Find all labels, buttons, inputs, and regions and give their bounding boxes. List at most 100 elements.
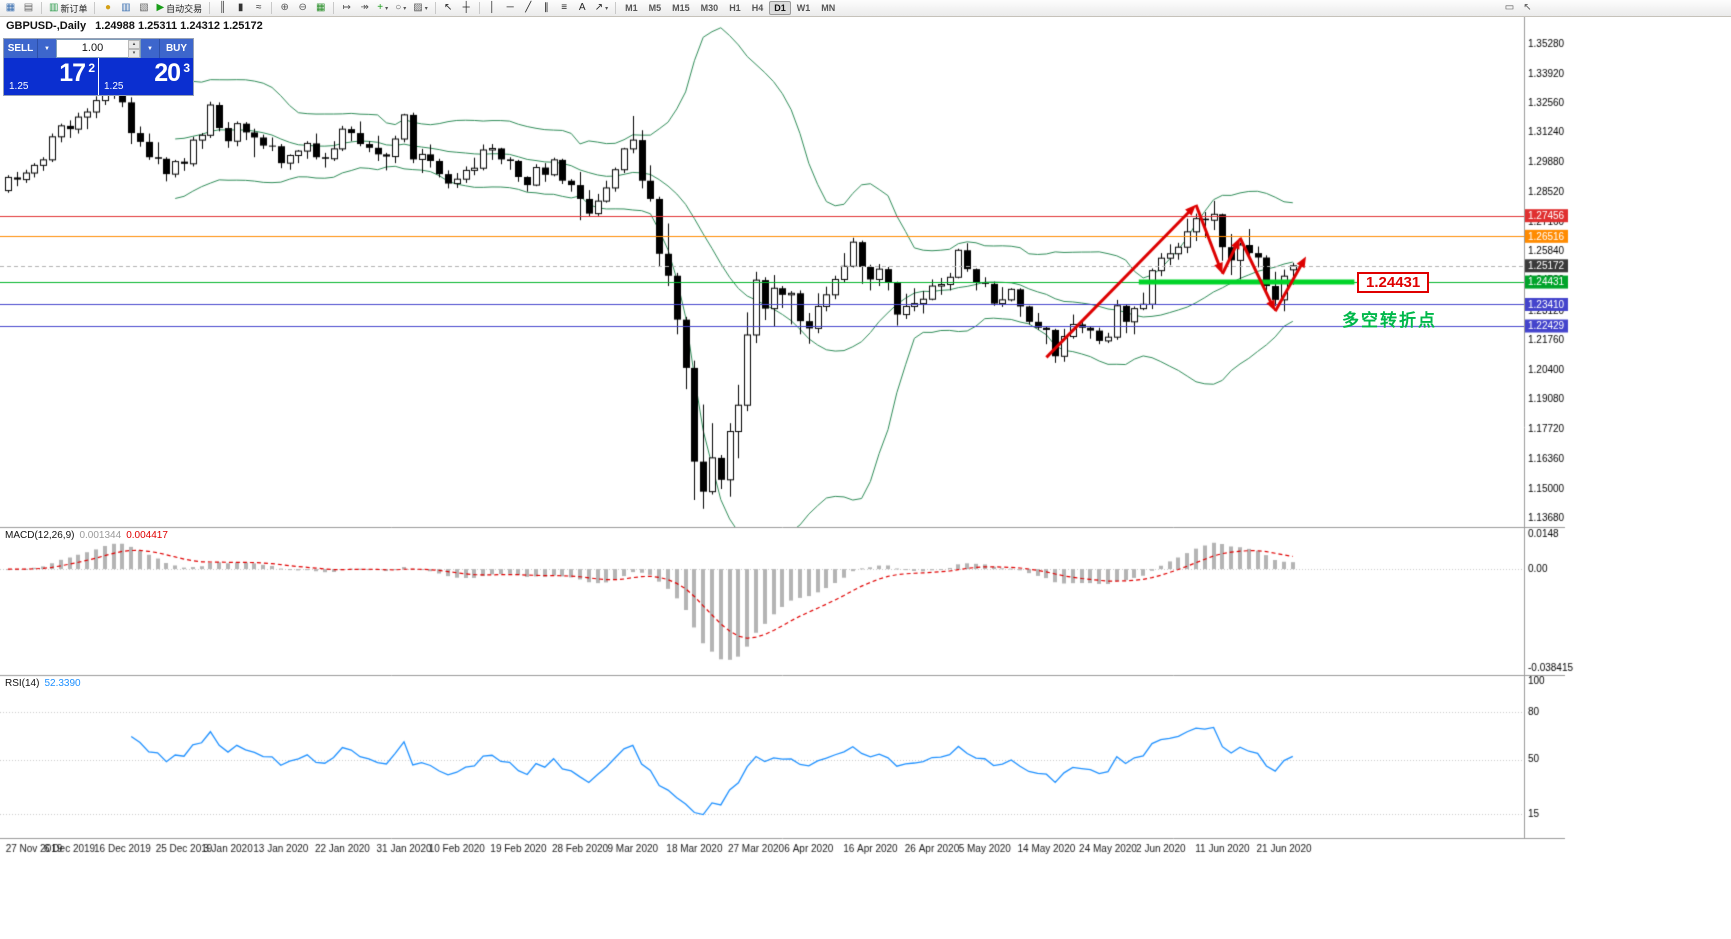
macd-signal-value: 0.004417: [126, 530, 168, 541]
toolbar-separator: [94, 2, 96, 14]
arrows-button[interactable]: ↗ ▾: [592, 1, 611, 16]
chart-shift-button[interactable]: ↦: [338, 1, 355, 16]
caret-down-icon: ▾: [403, 5, 407, 12]
horizontal-line-button[interactable]: ─: [502, 1, 519, 16]
channel-button[interactable]: ∥: [538, 1, 555, 16]
rsi-value: 52.3390: [44, 678, 81, 689]
buy-options-dropdown[interactable]: ▼: [141, 39, 160, 58]
one-click-trading-panel: SELL ▼ 1.00 ▴ ▾ ▼ BUY 1.25 17 2 1.25 20 …: [3, 38, 194, 96]
market-watch-icon: ●: [104, 2, 111, 13]
timeframe-h1-button[interactable]: H1: [729, 3, 741, 13]
trade-panel-top-row: SELL ▼ 1.00 ▴ ▾ ▼ BUY: [4, 39, 193, 58]
autotrading-icon: ▶: [156, 2, 165, 13]
timeframe-m1-button[interactable]: M1: [625, 3, 638, 13]
trade-panel-price-row: 1.25 17 2 1.25 20 3: [4, 58, 193, 95]
toolbar-separator: [271, 2, 273, 14]
timeframe-m5-button[interactable]: M5: [648, 3, 662, 13]
timeframe-h4-button[interactable]: H4: [751, 3, 764, 13]
caret-down-icon: ▾: [424, 5, 428, 12]
indicators-button[interactable]: + ▾: [374, 1, 391, 16]
macd-name: MACD(12,26,9): [5, 530, 75, 541]
line-chart-icon: ≈: [255, 2, 262, 13]
crosshair-button[interactable]: ┼: [458, 1, 475, 16]
data-window-icon: ▥: [121, 2, 131, 13]
zoom-in-icon: ⊕: [280, 2, 289, 13]
cursor-icon: ↖: [444, 2, 453, 13]
sell-price-button[interactable]: 1.25 17 2: [4, 58, 98, 95]
fibonacci-button[interactable]: ≡: [556, 1, 573, 16]
symbol-period-label: GBPUSD-,Daily: [6, 20, 87, 32]
tile-windows-icon: ▦: [315, 2, 326, 13]
buy-price-button[interactable]: 1.25 20 3: [99, 58, 193, 95]
sell-price-prefix: 1.25: [9, 81, 29, 92]
sell-price-pipette: 2: [88, 61, 95, 75]
caret-down-icon: ▼: [44, 45, 50, 52]
zoom-out-button[interactable]: ⊖: [294, 1, 311, 16]
candlestick-chart-button[interactable]: ▮: [232, 1, 249, 16]
volume-stepper: ▴ ▾: [128, 40, 140, 58]
sell-price-main: 17: [59, 59, 86, 87]
sell-options-dropdown[interactable]: ▼: [37, 39, 56, 58]
caret-down-icon: ▼: [147, 45, 153, 52]
vertical-line-button[interactable]: │: [484, 1, 501, 16]
auto-scroll-icon: ↠: [360, 2, 369, 13]
periods-button[interactable]: ○ ▾: [392, 1, 409, 16]
chart-window-button[interactable]: ▭: [1501, 1, 1518, 16]
profiles-button[interactable]: ▤: [20, 1, 37, 16]
text-button[interactable]: A: [574, 1, 591, 16]
caret-down-icon: ▾: [385, 5, 389, 12]
volume-up-button[interactable]: ▴: [128, 40, 140, 49]
zoom-in-button[interactable]: ⊕: [276, 1, 293, 16]
new-order-icon: ▥: [49, 2, 59, 13]
pointer-tool-icon: ↖: [1523, 2, 1532, 13]
templates-icon: ▨: [413, 2, 423, 13]
volume-down-button[interactable]: ▾: [128, 49, 140, 58]
pivot-annotation-text[interactable]: 多空转折点: [1342, 311, 1437, 330]
timeframe-m30-button[interactable]: M30: [700, 3, 719, 13]
bar-chart-button[interactable]: ║: [214, 1, 231, 16]
ohlc-values: 1.24988 1.25311 1.24312 1.25172: [95, 20, 263, 32]
horizontal-line-icon: ─: [506, 2, 514, 13]
volume-input-wrap: 1.00 ▴ ▾: [56, 39, 141, 58]
trendline-icon: ╱: [525, 2, 532, 13]
arrows-icon: ↗: [594, 2, 604, 13]
buy-price-pipette: 3: [183, 61, 190, 75]
sell-button[interactable]: SELL: [4, 39, 37, 58]
auto-scroll-button[interactable]: ↠: [356, 1, 373, 16]
autotrading-button[interactable]: ▶ 自动交易: [153, 1, 205, 16]
new-order-button-label: 新订单: [60, 3, 88, 14]
data-window-button[interactable]: ▥: [117, 1, 134, 16]
timeframe-mn-button[interactable]: MN: [821, 3, 836, 13]
navigator-button[interactable]: ▧: [135, 1, 152, 16]
tile-windows-button[interactable]: ▦: [312, 1, 329, 16]
trendline-button[interactable]: ╱: [520, 1, 537, 16]
volume-input[interactable]: 1.00: [81, 42, 104, 54]
candlestick-chart-icon: ▮: [237, 2, 244, 13]
chart-canvas[interactable]: [0, 17, 1731, 939]
toolbar-separator: [41, 2, 42, 14]
macd-indicator-header: MACD(12,26,9) 0.001344 0.004417: [5, 530, 168, 541]
new-order-button[interactable]: ▥ 新订单: [46, 1, 90, 16]
buy-price-main: 20: [154, 59, 181, 87]
autotrading-button-label: 自动交易: [166, 3, 203, 14]
toolbar-separator: [209, 2, 211, 14]
timeframe-d1-button[interactable]: D1: [769, 1, 791, 15]
timeframe-m15-button[interactable]: M15: [672, 3, 690, 13]
indicators-icon: +: [377, 2, 384, 13]
crosshair-icon: ┼: [462, 2, 470, 13]
pointer-tool-button[interactable]: ↖: [1519, 1, 1536, 16]
toolbar-separator: [615, 2, 617, 14]
timeframe-w1-button[interactable]: W1: [796, 3, 811, 13]
buy-button[interactable]: BUY: [160, 39, 193, 58]
bar-chart-icon: ║: [219, 2, 227, 13]
templates-button[interactable]: ▨ ▾: [410, 1, 430, 16]
chart-window-icon: ▭: [1504, 2, 1515, 13]
toolbar-separator: [333, 2, 335, 14]
line-chart-button[interactable]: ≈: [250, 1, 267, 16]
toolbar: ▦ ▤ ▥ 新订单 ● ▥ ▧ ▶ 自动交易 ║ ▮ ≈ ⊕ ⊖ ▦ ↦ ↠ + ▾ ○ ▾ ▨ ▾ ↖ ┼ │ ─ ╱ ∥ ≡ A ↗ ▾ M1…: [0, 0, 1731, 17]
new-chart-button[interactable]: ▦: [2, 1, 19, 16]
cursor-button[interactable]: ↖: [440, 1, 457, 16]
key-level-price-label[interactable]: 1.24431: [1357, 272, 1430, 293]
market-watch-button[interactable]: ●: [99, 1, 116, 16]
